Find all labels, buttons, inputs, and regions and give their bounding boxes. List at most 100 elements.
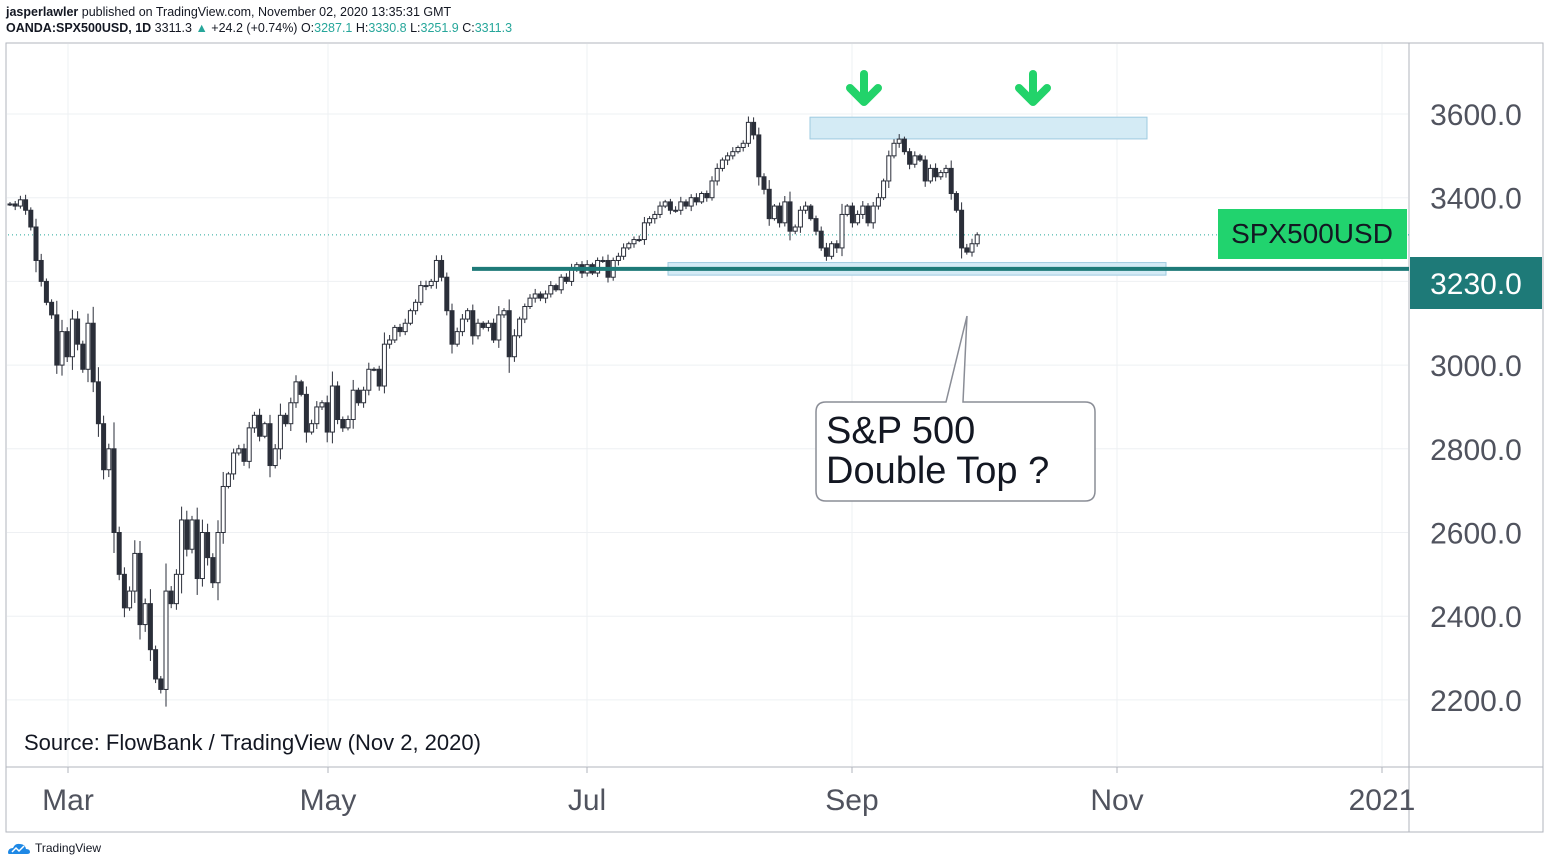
candle-body — [969, 243, 975, 253]
candle-body — [886, 155, 892, 182]
candle-body — [652, 213, 658, 220]
candle-body — [106, 448, 112, 471]
candle-body — [168, 590, 174, 605]
candle-body — [849, 205, 855, 224]
candle-body — [683, 201, 689, 207]
callout-line1: S&P 500 — [826, 410, 975, 452]
close-label: C: — [458, 21, 475, 35]
candle-body — [938, 172, 944, 178]
candle-body — [402, 322, 408, 333]
candle-body — [480, 322, 486, 328]
callout-bubble — [815, 315, 1096, 502]
high-label: H: — [352, 21, 369, 35]
candle-body — [288, 402, 294, 425]
candle-body — [855, 213, 861, 224]
candle-body — [433, 259, 439, 282]
candle-body — [875, 197, 881, 207]
price-change: +24.2 (+0.74%) — [207, 21, 301, 35]
cloud-logo-icon — [8, 843, 30, 854]
candle-body — [740, 142, 746, 148]
annotation-callout[interactable]: S&P 500 Double Top ? — [815, 315, 1096, 502]
candle-body — [251, 414, 257, 429]
candle-body — [272, 448, 278, 467]
candle-body — [345, 419, 351, 429]
candle-body — [85, 322, 91, 370]
symbol-tag-label: SPX500USD — [1231, 218, 1393, 249]
candle-body — [158, 678, 164, 690]
level-tag-label: 3230.0 — [1430, 268, 1522, 301]
candle-body — [522, 306, 528, 320]
candle-body — [501, 310, 507, 316]
candle-body — [959, 209, 965, 249]
candle-body — [38, 259, 44, 282]
symbol-info: OANDA:SPX500USD, 1D 3311.3 ▲ +24.2 (+0.7… — [6, 20, 512, 36]
arrows — [846, 70, 1051, 106]
candle-body — [527, 297, 533, 308]
candle-body — [54, 314, 60, 366]
y-tick-label: 2400.0 — [1430, 601, 1522, 634]
candle-body — [745, 121, 751, 144]
candle-body — [496, 314, 502, 341]
candle-body — [127, 590, 133, 609]
candle-body — [298, 381, 304, 395]
candle-body — [80, 343, 86, 370]
candle-body — [371, 368, 377, 371]
low-label: L: — [406, 21, 421, 35]
time-axis: Mar May Jul Sep Nov 2021 — [42, 767, 1415, 817]
level-tag-bg — [1410, 257, 1542, 309]
candle-body — [595, 259, 601, 274]
tradingview-logo[interactable]: TradingView — [6, 841, 101, 855]
candle-body — [548, 285, 554, 295]
candlesticks — [7, 116, 980, 707]
candle-body — [678, 201, 684, 211]
symbol-price-tag: SPX500USD — [1218, 209, 1407, 259]
candle-body — [860, 205, 866, 215]
candle-body — [355, 389, 361, 404]
candle-body — [517, 318, 523, 337]
close-value: 3311.3 — [474, 21, 513, 35]
candle-body — [491, 322, 497, 341]
candle-body — [621, 247, 627, 257]
candle-body — [246, 427, 252, 462]
candle-body — [844, 205, 850, 215]
candle-body — [511, 335, 517, 358]
candle-body — [917, 155, 923, 161]
candle-body — [293, 381, 299, 404]
candle-body — [173, 573, 179, 605]
candle-body — [771, 205, 777, 220]
candle-body — [475, 322, 481, 337]
candle-body — [153, 649, 159, 680]
candle-body — [225, 473, 231, 487]
symbol-name[interactable]: OANDA:SPX500USD, 1D — [6, 21, 152, 35]
source-text: Source: FlowBank / TradingView (Nov 2, 2… — [24, 730, 481, 755]
candle-body — [558, 276, 564, 291]
candle-body — [839, 213, 845, 249]
x-tick-label: Sep — [825, 784, 878, 817]
candle-body — [709, 180, 715, 199]
candle-body — [179, 519, 185, 575]
brand-text: TradingView — [35, 841, 102, 855]
candle-body — [485, 322, 491, 328]
candle-body — [870, 205, 876, 224]
candle-body — [943, 167, 949, 174]
candle-body — [428, 280, 434, 287]
candle-body — [64, 331, 70, 358]
candle-body — [397, 326, 403, 333]
candle-body — [777, 205, 783, 224]
grid — [7, 44, 1408, 766]
candle-body — [69, 318, 75, 358]
candle-body — [756, 134, 762, 178]
x-tick-label: Nov — [1090, 784, 1143, 817]
double-top-zone[interactable] — [809, 116, 1148, 140]
y-tick-label: 3000.0 — [1430, 350, 1522, 383]
symbol-tag-bg — [1218, 209, 1407, 259]
candle-body — [693, 197, 699, 203]
candle-body — [896, 138, 902, 144]
author-name[interactable]: jasperlawler — [6, 5, 79, 19]
candle-body — [387, 339, 393, 345]
candle-body — [922, 159, 928, 182]
candle-body — [901, 138, 907, 153]
candle-body — [303, 393, 309, 433]
candle-body — [797, 209, 803, 228]
